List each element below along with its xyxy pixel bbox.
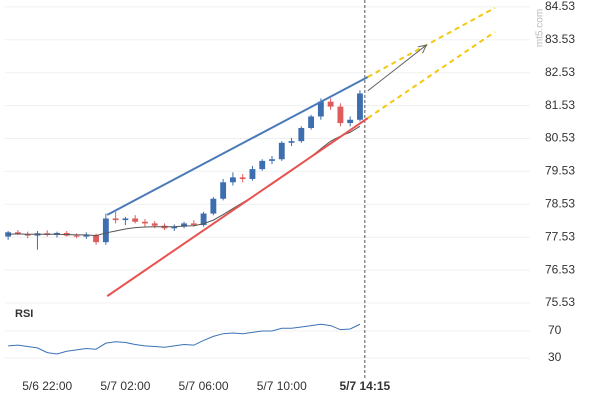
y-tick-label: 77.53 [545, 229, 575, 243]
candle-body [102, 218, 109, 243]
y-tick-label: 75.53 [545, 295, 575, 309]
y-tick-label: 83.53 [545, 32, 575, 46]
candle-body [239, 177, 246, 179]
candle-body [249, 169, 256, 179]
rsi-title: RSI [15, 308, 33, 320]
candle-body [151, 223, 158, 226]
trend-line [106, 117, 369, 297]
x-tick-label: 5/7 06:00 [179, 379, 229, 393]
candle-body [181, 223, 187, 227]
y-tick-label: 80.53 [545, 131, 575, 145]
candle-body [347, 119, 354, 124]
candle-body [171, 226, 178, 229]
moving-average [8, 125, 361, 237]
candle-body [5, 232, 12, 237]
y-tick-label: 76.53 [545, 262, 575, 276]
candle-body [317, 101, 324, 117]
candle-body [122, 218, 129, 221]
candle-body [190, 223, 197, 226]
candle-body [288, 141, 295, 143]
trend-line [367, 31, 496, 119]
y-tick-label: 30 [548, 350, 562, 364]
candle-body [24, 234, 31, 236]
y-tick-label: 70 [548, 323, 562, 337]
y-tick-label: 84.53 [545, 0, 575, 13]
candle-body [327, 101, 334, 107]
candle-body [83, 234, 90, 237]
candle-body [132, 218, 139, 222]
candle-body [259, 160, 266, 170]
candle-body [200, 213, 207, 226]
candle-body [93, 234, 100, 243]
trend-line [106, 76, 369, 216]
y-tick-label: 82.53 [545, 65, 575, 79]
candle-body [269, 159, 275, 161]
candle-body [298, 127, 305, 142]
y-tick-label: 78.53 [545, 196, 575, 210]
candle-body [210, 198, 217, 214]
x-tick-label: 5/7 02:00 [100, 379, 150, 393]
watermark: mt5.com [535, 9, 546, 47]
candle-body [337, 106, 344, 124]
candle-body [73, 235, 80, 237]
candle-body [112, 218, 119, 221]
candle-body [357, 93, 363, 120]
candle-body [278, 142, 285, 160]
x-tick-label: 5/7 14:15 [339, 379, 390, 393]
y-tick-label: 81.53 [545, 98, 575, 112]
trend-line [367, 45, 427, 92]
candle-body [142, 221, 148, 224]
x-tick-label: 5/6 22:00 [22, 379, 72, 393]
x-tick-label: 5/7 10:00 [257, 379, 307, 393]
candle-body [229, 177, 236, 183]
y-tick-label: 79.53 [545, 164, 575, 178]
candle-body [14, 232, 21, 235]
rsi-line [8, 323, 361, 355]
candle-body [220, 182, 227, 199]
trend-line [367, 7, 496, 78]
candle-body [308, 116, 315, 128]
